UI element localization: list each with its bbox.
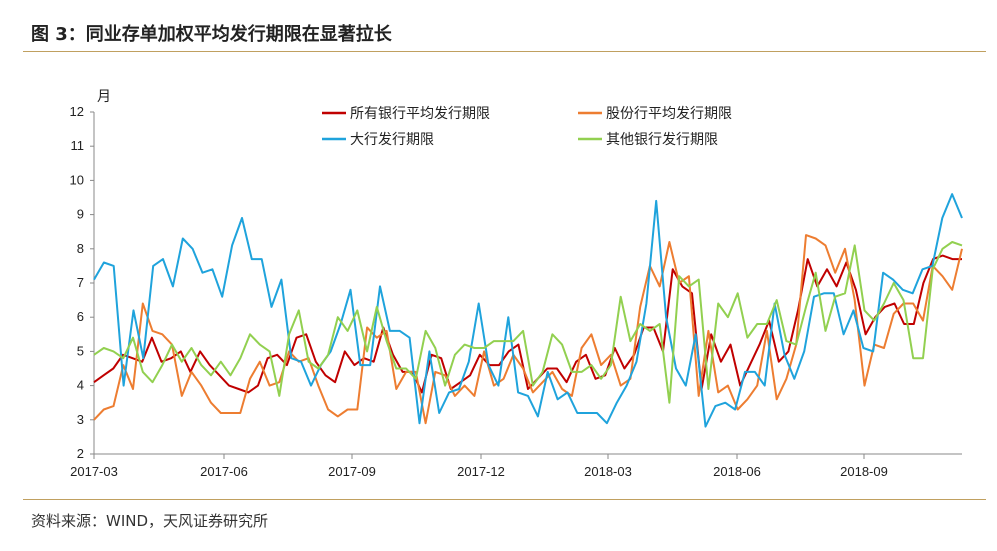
x-tick-label: 2018-09 (840, 464, 888, 479)
y-tick-label: 9 (77, 207, 84, 222)
y-tick-label: 3 (77, 412, 84, 427)
source-note: 资料来源：WIND，天风证券研究所 (31, 512, 269, 530)
y-tick-label: 8 (77, 241, 84, 256)
series-line-4 (93, 241, 963, 404)
y-tick-label: 7 (77, 275, 84, 290)
x-tick-label: 2017-12 (457, 464, 505, 479)
y-tick-label: 4 (77, 378, 84, 393)
y-tick-label: 6 (77, 309, 84, 324)
source-divider (23, 499, 986, 500)
y-tick-label: 11 (71, 138, 85, 153)
y-axis-unit: 月 (97, 89, 111, 105)
y-tick-label: 2 (77, 446, 84, 461)
y-tick-label: 10 (70, 172, 84, 187)
x-tick-label: 2017-09 (328, 464, 376, 479)
x-tick-label: 2018-06 (713, 464, 761, 479)
series-line-1 (93, 254, 962, 394)
x-tick-label: 2017-06 (200, 464, 248, 479)
page-title: 图 3：同业存单加权平均发行期限在显著拉长 (31, 24, 392, 45)
chart-series (93, 193, 963, 428)
title-divider (23, 51, 986, 52)
y-tick-label: 12 (70, 104, 84, 119)
legend-label: 大行发行期限 (350, 132, 434, 148)
chart-axes: 2 3 4 5 6 7 8 9 10 11 12 月 2017-03 2017-06 2017-09 2017… (70, 89, 962, 479)
y-tick-label: 5 (77, 343, 84, 358)
x-tick-label: 2018-03 (584, 464, 632, 479)
series-line-2 (93, 234, 963, 425)
x-tick-label: 2017-03 (70, 464, 118, 479)
series-line-3 (93, 193, 963, 428)
legend-label: 股份行平均发行期限 (606, 106, 732, 122)
legend-label: 所有银行平均发行期限 (350, 106, 490, 122)
legend-label: 其他银行发行期限 (606, 132, 718, 148)
